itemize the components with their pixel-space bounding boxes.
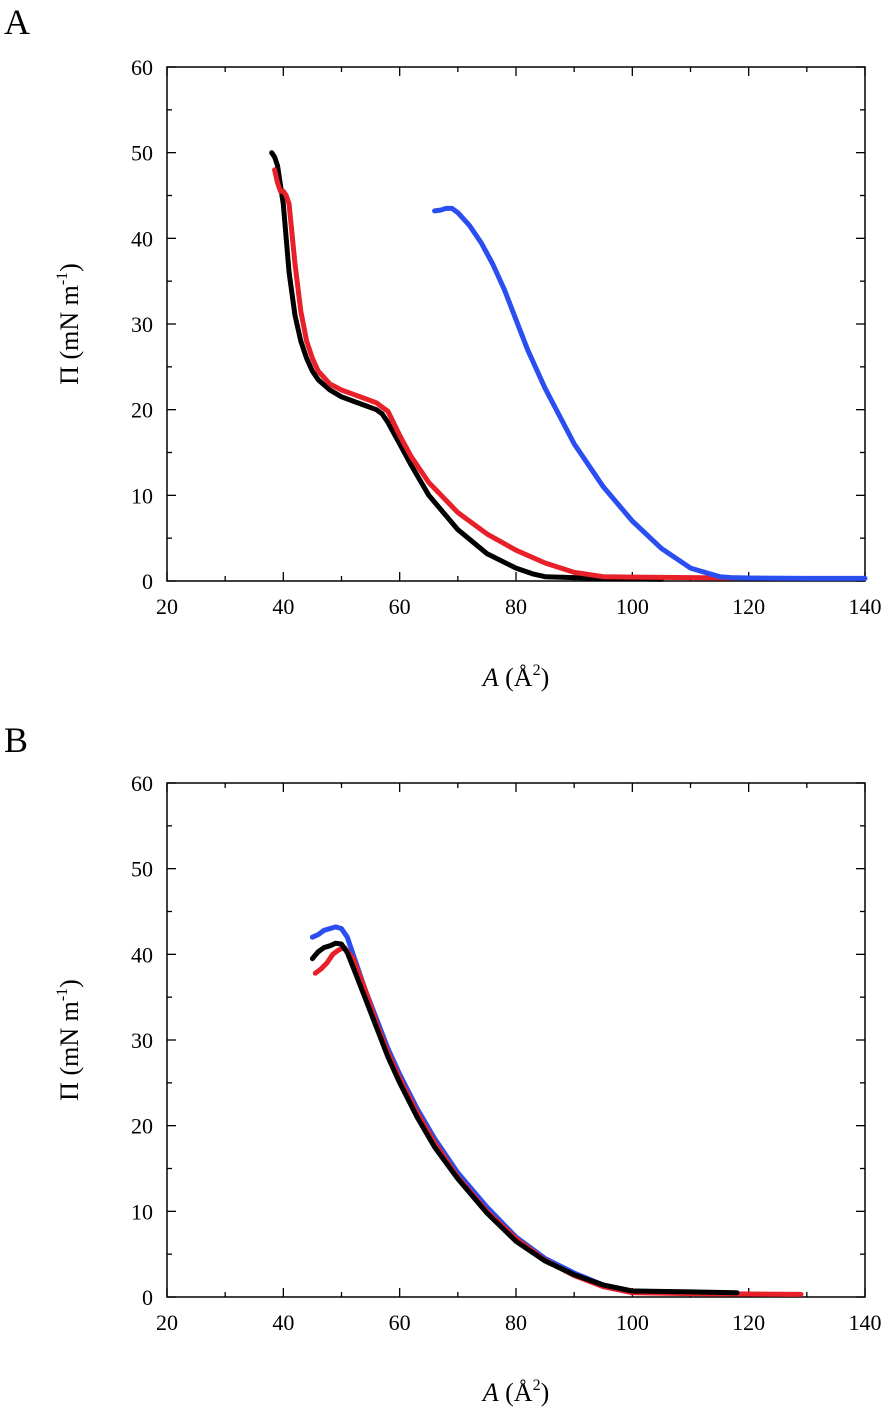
x-axis-title-b: A (Å2) <box>481 1377 550 1407</box>
y-tick-label: 20 <box>131 398 153 423</box>
plot-frame-b <box>166 782 866 1298</box>
x-tick-label: 40 <box>272 594 294 619</box>
y-tick-label: 50 <box>131 857 153 882</box>
ticks-a <box>166 66 866 582</box>
series-line-1 <box>269 150 664 582</box>
y-tick-label: 20 <box>131 1114 153 1139</box>
x-tick-label: 60 <box>389 1310 411 1335</box>
x-tick-label: 20 <box>156 1310 178 1335</box>
x-tick-label: 100 <box>616 594 649 619</box>
x-tick-label: 100 <box>616 1310 649 1335</box>
y-axis-title-a: Π (mN m-1) <box>54 263 84 385</box>
x-axis-title-a: A (Å2) <box>481 662 550 692</box>
y-tick-label: 30 <box>131 312 153 337</box>
series-group-b <box>309 924 804 1297</box>
x-tick-label: 120 <box>732 594 765 619</box>
x-tick-label: 80 <box>505 594 527 619</box>
series-line-3 <box>309 940 740 1296</box>
x-tick-label: 140 <box>849 594 882 619</box>
y-axis-title-b: Π (mN m-1) <box>54 979 84 1101</box>
y-tick-label: 60 <box>131 55 153 80</box>
y-tick-label: 40 <box>131 226 153 251</box>
y-tick-label: 50 <box>131 141 153 166</box>
x-tick-label: 20 <box>156 594 178 619</box>
series-line-3 <box>432 205 868 581</box>
x-tick-label: 60 <box>389 594 411 619</box>
x-tick-label: 120 <box>732 1310 765 1335</box>
y-tick-label: 60 <box>131 771 153 796</box>
y-tick-label: 40 <box>131 942 153 967</box>
y-tick-label: 0 <box>142 1285 153 1310</box>
tick-labels-b: 20 40 60 80 100 120 140 0 10 20 30 40 50 60 <box>131 771 882 1335</box>
series-group-a <box>269 150 868 582</box>
x-tick-label: 80 <box>505 1310 527 1335</box>
panel-label-a: A <box>4 2 30 42</box>
series-line-2 <box>272 167 740 581</box>
tick-labels-a: 20 40 60 80 100 120 140 0 10 20 30 40 50 60 <box>131 55 882 619</box>
y-tick-label: 10 <box>131 483 153 508</box>
y-tick-label: 0 <box>142 569 153 594</box>
panel-label-b: B <box>4 720 28 760</box>
y-tick-label: 30 <box>131 1028 153 1053</box>
ticks-b <box>166 782 866 1298</box>
series-line-1 <box>309 924 740 1297</box>
x-tick-label: 40 <box>272 1310 294 1335</box>
y-tick-label: 10 <box>131 1199 153 1224</box>
series-line-2 <box>312 945 804 1297</box>
x-tick-label: 140 <box>849 1310 882 1335</box>
